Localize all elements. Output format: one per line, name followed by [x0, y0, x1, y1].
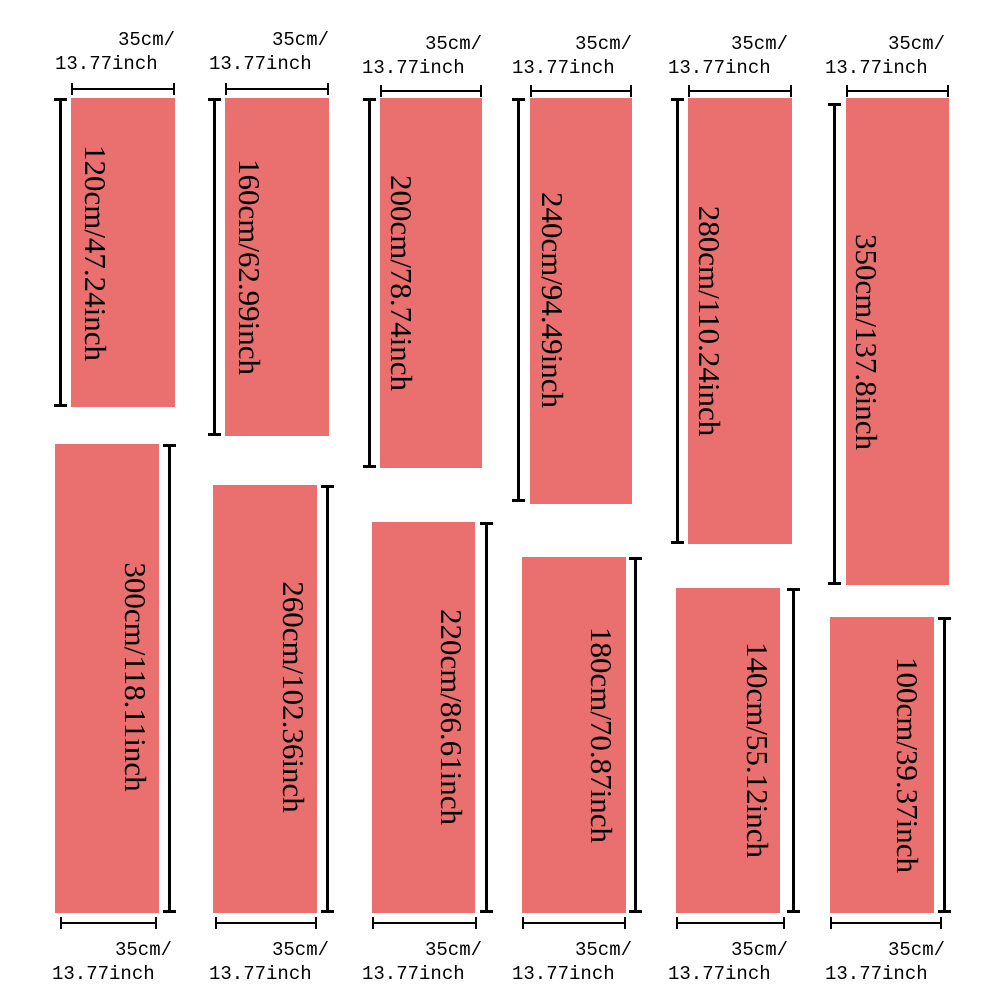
- width-label-cm: 35cm/: [887, 33, 945, 55]
- width-label-inch: 13.77inch: [209, 53, 312, 75]
- width-label-cm: 35cm/: [424, 33, 482, 55]
- height-dimension-line-6: [828, 103, 841, 585]
- width-dimension-line-3: [380, 85, 482, 97]
- height-dimension-line-8: [321, 485, 334, 913]
- width-label-cm: 35cm/: [574, 939, 632, 961]
- height-label-5: 280cm/110.24inch: [692, 205, 727, 437]
- width-label-4: 35cm/13.77inch: [492, 32, 632, 80]
- width-label-cm: 35cm/: [730, 939, 788, 961]
- height-dimension-line-10: [629, 557, 642, 913]
- width-label-cm: 35cm/: [887, 939, 945, 961]
- panel-1: [71, 98, 175, 407]
- width-dimension-line-8: [215, 917, 317, 929]
- height-dimension-line-3: [363, 98, 376, 468]
- panel-4: [530, 98, 632, 504]
- width-label-1: 35cm/13.77inch: [35, 28, 175, 76]
- width-dimension-line-12: [830, 917, 942, 929]
- width-label-cm: 35cm/: [424, 939, 482, 961]
- width-label-3: 35cm/13.77inch: [342, 32, 482, 80]
- width-dimension-line-7: [60, 917, 157, 929]
- panel-3: [380, 98, 482, 468]
- panel-11: [676, 588, 780, 913]
- width-label-cm: 35cm/: [271, 29, 329, 51]
- height-dimension-line-5: [671, 98, 684, 544]
- panel-12: [830, 617, 934, 913]
- panel-10: [522, 557, 626, 913]
- height-label-8: 260cm/102.36inch: [276, 581, 311, 813]
- width-label-7: 35cm/13.77inch: [32, 938, 172, 986]
- panel-8: [213, 485, 317, 913]
- panel-2: [225, 98, 329, 436]
- width-label-inch: 13.77inch: [668, 963, 771, 985]
- height-dimension-line-1: [54, 98, 67, 407]
- height-label-3: 200cm/78.74inch: [384, 174, 419, 392]
- width-label-5: 35cm/13.77inch: [648, 32, 788, 80]
- width-label-inch: 13.77inch: [512, 963, 615, 985]
- width-label-9: 35cm/13.77inch: [342, 938, 482, 986]
- width-label-2: 35cm/13.77inch: [189, 28, 329, 76]
- width-label-cm: 35cm/: [271, 939, 329, 961]
- width-label-inch: 13.77inch: [825, 57, 928, 79]
- width-dimension-line-4: [530, 85, 632, 97]
- width-label-inch: 13.77inch: [362, 963, 465, 985]
- width-label-cm: 35cm/: [114, 939, 172, 961]
- width-label-inch: 13.77inch: [668, 57, 771, 79]
- height-label-1: 120cm/47.24inch: [78, 144, 113, 362]
- width-label-cm: 35cm/: [730, 33, 788, 55]
- width-dimension-line-10: [522, 917, 626, 929]
- height-label-9: 220cm/86.61inch: [434, 608, 469, 826]
- width-label-inch: 13.77inch: [512, 57, 615, 79]
- width-dimension-line-5: [688, 85, 792, 97]
- width-label-inch: 13.77inch: [825, 963, 928, 985]
- panel-9: [372, 522, 475, 913]
- width-dimension-line-11: [676, 917, 785, 929]
- width-label-12: 35cm/13.77inch: [805, 938, 945, 986]
- width-label-inch: 13.77inch: [209, 963, 312, 985]
- width-label-inch: 13.77inch: [55, 53, 158, 75]
- width-label-8: 35cm/13.77inch: [189, 938, 329, 986]
- width-label-11: 35cm/13.77inch: [648, 938, 788, 986]
- width-dimension-line-2: [225, 83, 329, 95]
- panel-5: [688, 98, 792, 544]
- height-dimension-line-2: [208, 98, 221, 436]
- height-label-12: 100cm/39.37inch: [890, 656, 925, 874]
- width-dimension-line-1: [71, 83, 175, 95]
- width-dimension-line-9: [372, 917, 477, 929]
- width-dimension-line-6: [846, 85, 949, 97]
- height-dimension-line-4: [512, 98, 525, 502]
- width-label-inch: 13.77inch: [362, 57, 465, 79]
- width-label-6: 35cm/13.77inch: [805, 32, 945, 80]
- width-label-cm: 35cm/: [574, 33, 632, 55]
- height-label-6: 350cm/137.8inch: [849, 233, 884, 451]
- height-label-10: 180cm/70.87inch: [584, 626, 619, 844]
- height-label-7: 300cm/118.11inch: [118, 562, 153, 792]
- height-dimension-line-7: [163, 444, 176, 913]
- height-label-2: 160cm/62.99inch: [232, 158, 267, 376]
- panel-7: [55, 444, 159, 913]
- height-dimension-line-9: [480, 522, 493, 913]
- width-label-cm: 35cm/: [117, 29, 175, 51]
- height-label-4: 240cm/94.49inch: [535, 191, 570, 409]
- width-label-inch: 13.77inch: [52, 963, 155, 985]
- panel-6: [846, 98, 949, 585]
- width-label-10: 35cm/13.77inch: [492, 938, 632, 986]
- height-dimension-line-11: [787, 588, 800, 913]
- height-dimension-line-12: [938, 617, 951, 913]
- height-label-11: 140cm/55.12inch: [740, 641, 775, 859]
